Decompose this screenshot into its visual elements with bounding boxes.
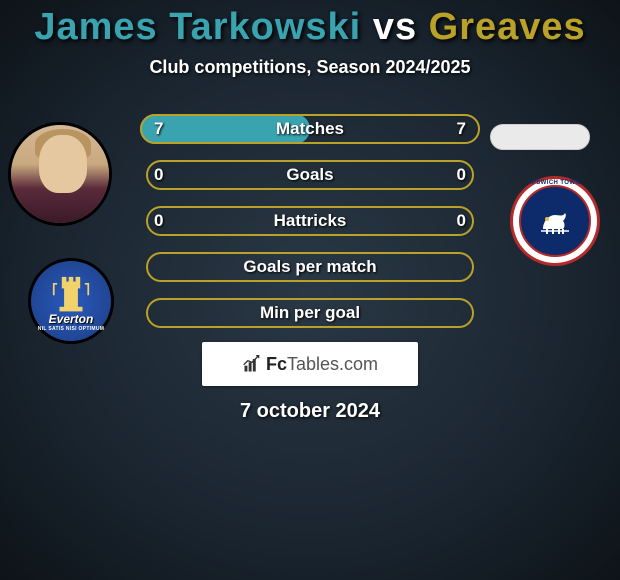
bar-value-right: 0 — [457, 160, 466, 190]
bar-row: Hattricks0 0 — [140, 206, 480, 236]
branding-suffix: .com — [339, 354, 378, 374]
subtitle: Club competitions, Season 2024/2025 — [0, 57, 620, 78]
branding-badge: FcTables.com — [202, 342, 418, 386]
everton-name: Everton — [49, 312, 94, 326]
bar-row: Goals0 0 — [140, 160, 480, 190]
bar-label: Goals — [140, 160, 480, 190]
horse-icon — [535, 201, 575, 241]
ipswich-inner — [519, 185, 591, 257]
branding-prefix: Fc — [266, 354, 287, 374]
player2-photo-placeholder — [490, 124, 590, 150]
date-label: 7 october 2024 — [0, 400, 620, 423]
comparison-chart: Matches77Goals00Hattricks00Goals per mat… — [140, 114, 480, 328]
bar-value-right: 7 — [457, 114, 466, 144]
everton-motto: NIL SATIS NISI OPTIMUM — [38, 326, 104, 332]
club-badge-right: IPSWICH TOWN — [510, 176, 600, 266]
infographic-container: James Tarkowski vs Greaves Club competit… — [0, 0, 620, 580]
player1-photo — [8, 122, 112, 226]
bar-label: Matches — [140, 114, 480, 144]
bar-value-right: 0 — [457, 206, 466, 236]
bar-value-left: 7 — [154, 114, 163, 144]
bar-label: Goals per match — [140, 252, 480, 282]
branding-text: FcTables.com — [266, 354, 378, 375]
bar-row: Matches7 7 — [140, 114, 480, 144]
bar-value-left: 0 — [154, 160, 163, 190]
branding-main: Tables — [287, 354, 339, 374]
club-badge-left: Everton NIL SATIS NISI OPTIMUM — [28, 258, 114, 344]
bar-value-left: 0 — [154, 206, 163, 236]
player1-photo-head — [39, 135, 87, 193]
bar-chart-icon — [242, 354, 262, 374]
title-player2: Greaves — [429, 6, 586, 48]
bar-row: Goals per match — [140, 252, 480, 282]
title-player1: James Tarkowski — [34, 6, 361, 48]
bar-label: Min per goal — [140, 298, 480, 328]
title-vs: vs — [373, 6, 417, 48]
bar-row: Min per goal — [140, 298, 480, 328]
bar-label: Hattricks — [140, 206, 480, 236]
everton-tower-icon — [48, 270, 94, 316]
page-title: James Tarkowski vs Greaves — [0, 0, 620, 49]
